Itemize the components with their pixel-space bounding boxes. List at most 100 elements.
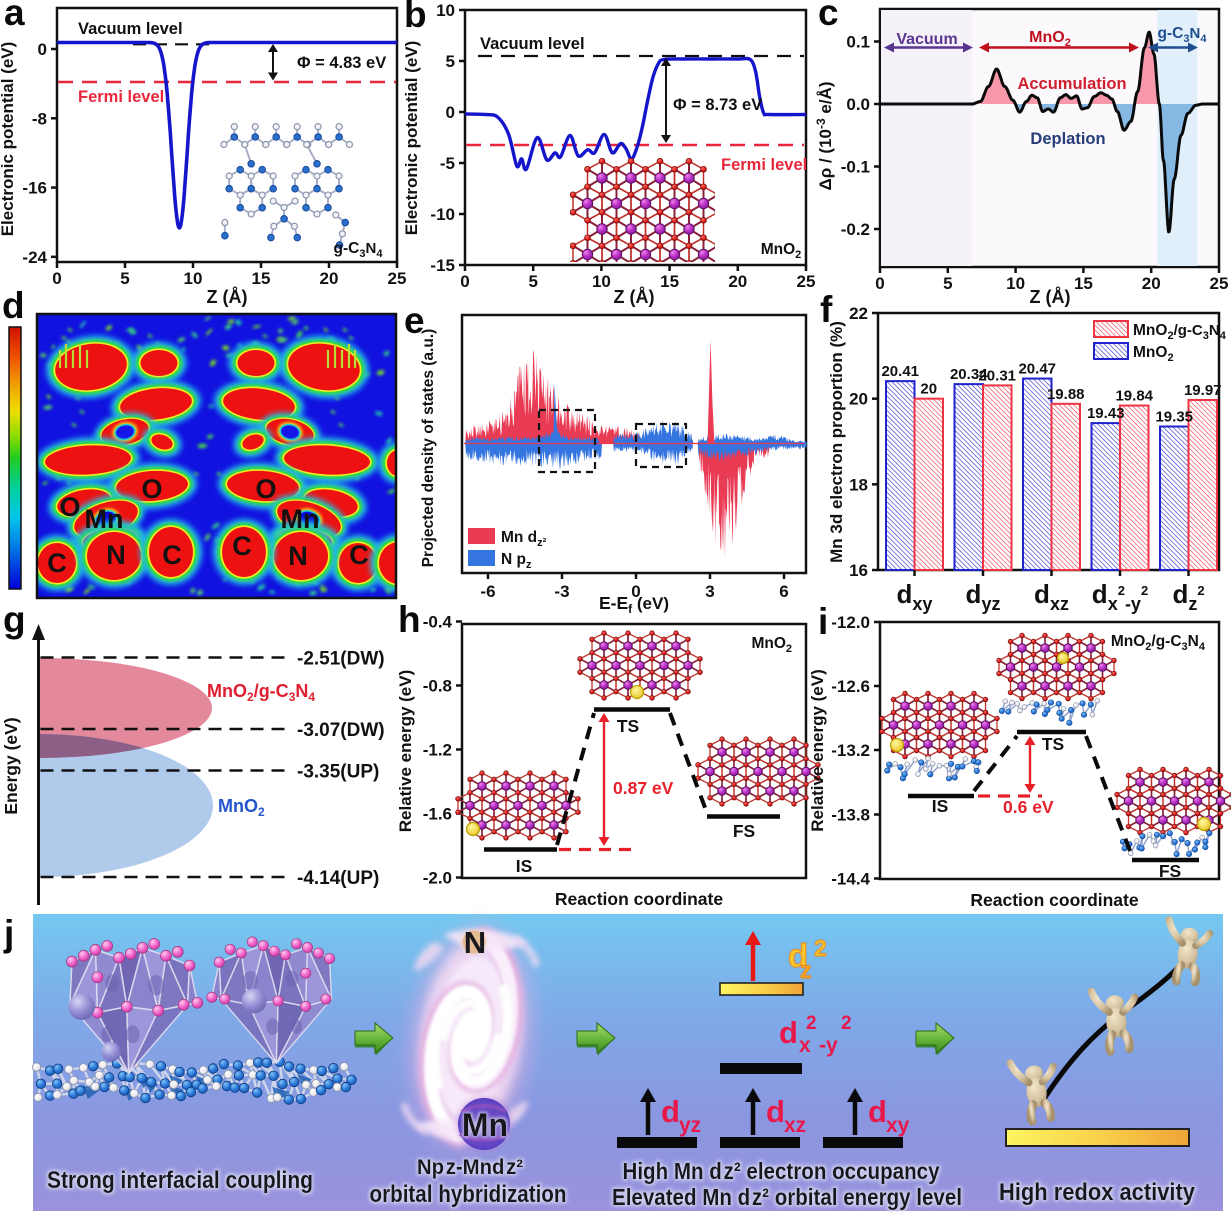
svg-text:Φ = 8.73 eV: Φ = 8.73 eV — [673, 96, 762, 114]
svg-text:High redox activity: High redox activity — [999, 1179, 1196, 1206]
svg-text:-0.4: -0.4 — [423, 613, 453, 632]
svg-text:Accumulation: Accumulation — [1017, 75, 1126, 93]
svg-text:-y: -y — [819, 1034, 838, 1057]
svg-text:2: 2 — [806, 1013, 817, 1034]
svg-text:TS: TS — [1042, 734, 1064, 754]
svg-text:FS: FS — [1159, 861, 1181, 881]
svg-text:O: O — [141, 474, 162, 504]
svg-text:0: 0 — [38, 40, 47, 59]
svg-text:IS: IS — [932, 796, 949, 816]
svg-text:Fermi level: Fermi level — [78, 88, 164, 106]
svg-text:Z (Å): Z (Å) — [207, 287, 248, 307]
svg-text:Vacuum level: Vacuum level — [78, 20, 183, 38]
svg-text:25: 25 — [797, 272, 816, 291]
svg-text:d: d — [766, 1094, 785, 1129]
svg-text:-3.35(UP): -3.35(UP) — [297, 762, 379, 783]
svg-text:j: j — [3, 913, 14, 954]
svg-text:19.97: 19.97 — [1184, 382, 1222, 399]
svg-text:-13.8: -13.8 — [831, 806, 870, 825]
svg-text:x: x — [799, 1034, 811, 1057]
svg-text:2: 2 — [841, 1013, 852, 1034]
svg-text:N: N — [464, 925, 486, 960]
svg-text:MnO2/g-C3N4: MnO2/g-C3N4 — [207, 681, 315, 704]
svg-text:C: C — [162, 540, 182, 570]
svg-text:-4.14(UP): -4.14(UP) — [297, 868, 379, 889]
svg-text:0.1: 0.1 — [846, 33, 870, 52]
svg-text:10: 10 — [1006, 274, 1025, 293]
svg-text:i: i — [818, 601, 828, 642]
svg-text:MnO2: MnO2 — [218, 796, 265, 819]
svg-text:20.31: 20.31 — [978, 367, 1016, 384]
svg-text:Δρ / (10-3 e/Å): Δρ / (10-3 e/Å) — [814, 82, 835, 191]
svg-text:Mn: Mn — [85, 504, 124, 534]
svg-text:c: c — [818, 0, 839, 33]
svg-text:orbital hybridization: orbital hybridization — [370, 1181, 567, 1208]
svg-text:FS: FS — [733, 821, 755, 841]
svg-text:-15: -15 — [430, 256, 455, 275]
svg-text:20: 20 — [1142, 274, 1161, 293]
svg-text:Φ = 4.83 eV: Φ = 4.83 eV — [297, 54, 386, 72]
svg-text:Strong interfacial coupling: Strong interfacial coupling — [47, 1167, 313, 1194]
svg-text:e: e — [404, 300, 425, 341]
svg-text:Vacuum: Vacuum — [896, 31, 957, 48]
svg-text:5: 5 — [120, 269, 129, 288]
svg-text:TS: TS — [617, 716, 639, 736]
svg-text:-1.2: -1.2 — [423, 741, 452, 760]
svg-text:-14.4: -14.4 — [831, 870, 870, 889]
svg-text:-3.07(DW): -3.07(DW) — [297, 720, 385, 741]
svg-text:h: h — [398, 599, 421, 640]
svg-text:Mn 3d electron proportion (%): Mn 3d electron proportion (%) — [827, 321, 846, 563]
svg-text:15: 15 — [660, 272, 679, 291]
svg-text:High Mn d z² electron occupanc: High Mn d z² electron occupancy — [623, 1158, 940, 1184]
svg-text:15: 15 — [252, 269, 271, 288]
svg-text:19.88: 19.88 — [1047, 386, 1085, 403]
svg-text:-2.0: -2.0 — [423, 869, 452, 888]
svg-text:g: g — [3, 599, 26, 640]
svg-text:18: 18 — [849, 475, 868, 494]
svg-text:10: 10 — [436, 1, 455, 20]
svg-text:20.41: 20.41 — [881, 363, 919, 380]
svg-text:d: d — [779, 1015, 798, 1050]
svg-text:-16: -16 — [22, 179, 47, 198]
svg-text:0: 0 — [446, 103, 455, 122]
svg-text:Elevated Mn d z² orbital energ: Elevated Mn d z² orbital energy level — [612, 1184, 962, 1210]
svg-text:Electronic potential (eV): Electronic potential (eV) — [402, 41, 421, 236]
svg-text:0.6 eV: 0.6 eV — [1003, 797, 1054, 817]
svg-text:-12.0: -12.0 — [831, 613, 870, 632]
svg-text:xz: xz — [784, 1114, 806, 1137]
svg-text:-3: -3 — [554, 582, 569, 601]
svg-text:6: 6 — [779, 582, 788, 601]
svg-text:0: 0 — [875, 274, 884, 293]
svg-text:b: b — [404, 0, 427, 35]
svg-text:Projected density of states (a: Projected density of states (a.u.) — [420, 329, 437, 568]
svg-text:20: 20 — [728, 272, 747, 291]
svg-text:20.47: 20.47 — [1018, 361, 1056, 378]
svg-text:15: 15 — [1074, 274, 1093, 293]
svg-text:Z (Å): Z (Å) — [614, 287, 655, 307]
svg-text:19.43: 19.43 — [1087, 405, 1125, 422]
svg-text:5: 5 — [943, 274, 952, 293]
svg-text:0.0: 0.0 — [846, 95, 870, 114]
svg-text:z: z — [800, 957, 812, 983]
svg-text:Mn: Mn — [281, 504, 320, 534]
svg-text:-0.2: -0.2 — [841, 220, 870, 239]
svg-text:O: O — [255, 474, 276, 504]
svg-text:0: 0 — [460, 272, 469, 291]
svg-text:19.84: 19.84 — [1115, 388, 1153, 405]
svg-text:20: 20 — [849, 390, 868, 409]
svg-text:-0.1: -0.1 — [841, 158, 870, 177]
svg-text:E-Ef (eV): E-Ef (eV) — [599, 593, 669, 616]
svg-text:0: 0 — [52, 269, 61, 288]
svg-text:Mn: Mn — [462, 1107, 508, 1143]
svg-text:10: 10 — [592, 272, 611, 291]
svg-text:Vacuum level: Vacuum level — [480, 35, 585, 53]
svg-text:-1.6: -1.6 — [423, 805, 452, 824]
svg-text:N: N — [288, 541, 308, 571]
svg-text:xy: xy — [886, 1114, 910, 1137]
svg-text:-8: -8 — [32, 109, 47, 128]
svg-text:-5: -5 — [440, 154, 455, 173]
svg-text:20: 20 — [920, 381, 937, 398]
svg-text:0.87 eV: 0.87 eV — [613, 778, 674, 798]
svg-text:yz: yz — [679, 1114, 701, 1137]
svg-text:d: d — [661, 1094, 680, 1129]
